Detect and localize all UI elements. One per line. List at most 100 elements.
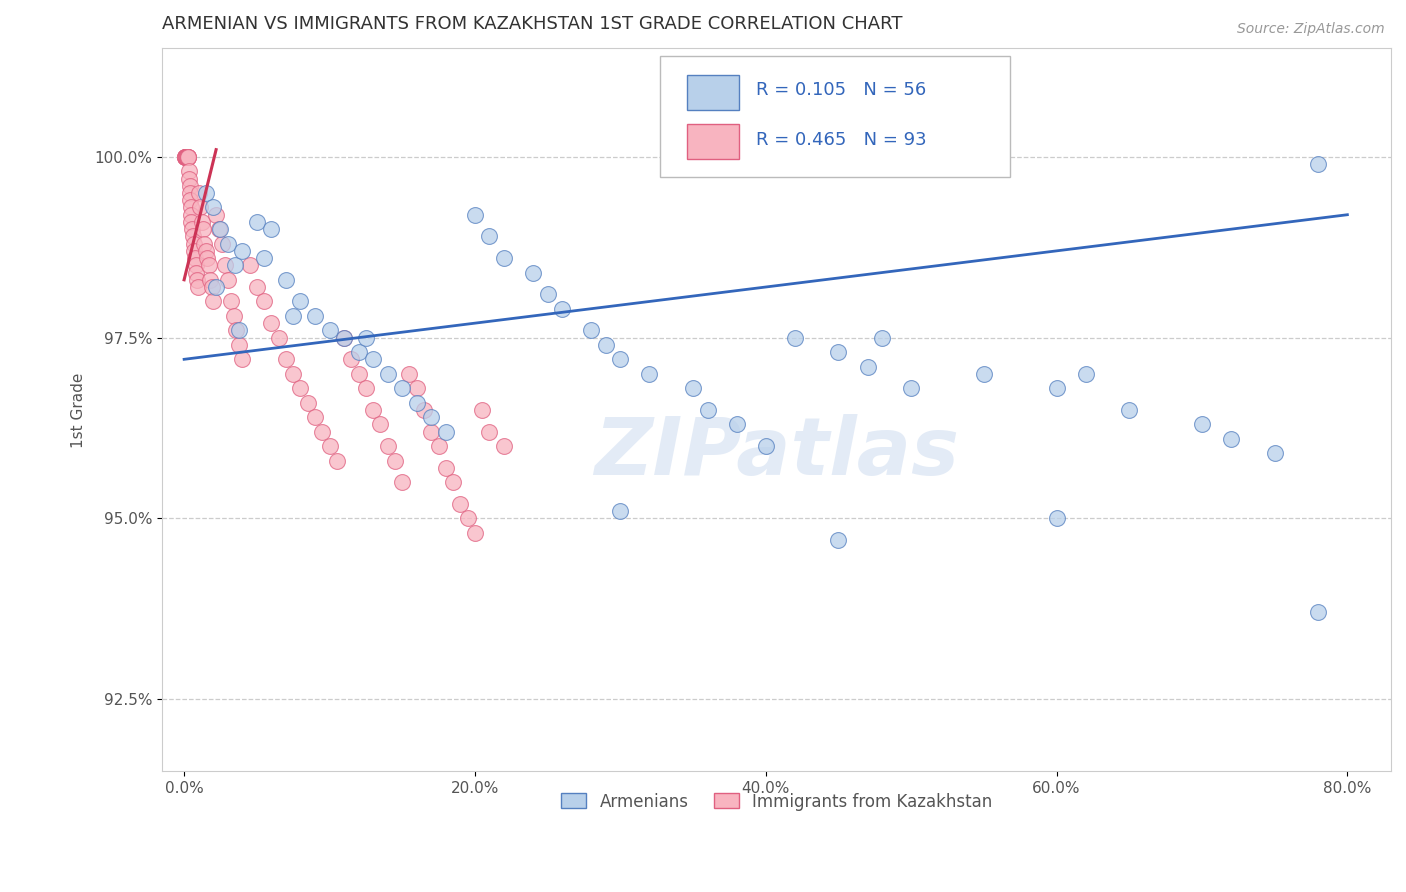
Point bbox=[609, 504, 631, 518]
Point bbox=[464, 208, 486, 222]
Point bbox=[1308, 605, 1330, 619]
Point bbox=[260, 222, 283, 236]
Point bbox=[1045, 381, 1067, 395]
Point bbox=[179, 171, 201, 186]
Point bbox=[194, 186, 217, 200]
Point bbox=[190, 215, 212, 229]
Point bbox=[638, 367, 661, 381]
Point bbox=[217, 273, 239, 287]
Legend: Armenians, Immigrants from Kazakhstan: Armenians, Immigrants from Kazakhstan bbox=[554, 786, 998, 817]
Point bbox=[384, 453, 406, 467]
Point bbox=[180, 201, 202, 215]
Point bbox=[274, 273, 297, 287]
Point bbox=[326, 453, 349, 467]
Point bbox=[177, 164, 200, 178]
Point bbox=[551, 301, 574, 316]
Point bbox=[427, 439, 450, 453]
Point bbox=[304, 410, 326, 425]
Point bbox=[217, 236, 239, 251]
Point bbox=[696, 403, 718, 417]
Point bbox=[222, 309, 245, 323]
Point bbox=[581, 323, 603, 337]
Point bbox=[205, 280, 228, 294]
Point bbox=[1264, 446, 1286, 460]
Point bbox=[174, 150, 197, 164]
Text: ARMENIAN VS IMMIGRANTS FROM KAZAKHSTAN 1ST GRADE CORRELATION CHART: ARMENIAN VS IMMIGRANTS FROM KAZAKHSTAN 1… bbox=[162, 15, 903, 33]
Point bbox=[231, 352, 253, 367]
Point bbox=[283, 367, 305, 381]
Point bbox=[1045, 511, 1067, 525]
Point bbox=[186, 266, 208, 280]
Point bbox=[202, 294, 225, 309]
Point bbox=[333, 330, 356, 344]
Point bbox=[290, 381, 312, 395]
Text: ZIPatlas: ZIPatlas bbox=[595, 414, 959, 492]
Point bbox=[177, 150, 200, 164]
Point bbox=[420, 425, 443, 439]
Point bbox=[174, 150, 197, 164]
Y-axis label: 1st Grade: 1st Grade bbox=[72, 372, 86, 448]
Point bbox=[183, 236, 205, 251]
Point bbox=[174, 150, 197, 164]
Point bbox=[361, 403, 384, 417]
Point bbox=[176, 150, 198, 164]
Point bbox=[492, 251, 515, 265]
Point bbox=[377, 367, 399, 381]
Point bbox=[214, 258, 236, 272]
Point bbox=[434, 460, 457, 475]
Point bbox=[187, 186, 209, 200]
Point bbox=[856, 359, 879, 374]
Point bbox=[191, 222, 214, 236]
Point bbox=[377, 439, 399, 453]
Point bbox=[260, 316, 283, 330]
Point bbox=[595, 338, 617, 352]
Point bbox=[253, 251, 276, 265]
Point bbox=[201, 280, 224, 294]
Point bbox=[311, 425, 333, 439]
Point bbox=[1118, 403, 1140, 417]
FancyBboxPatch shape bbox=[688, 125, 738, 159]
Point bbox=[177, 150, 200, 164]
Point bbox=[354, 381, 377, 395]
Point bbox=[186, 273, 208, 287]
Point bbox=[441, 475, 464, 490]
Point bbox=[413, 403, 436, 417]
Point bbox=[173, 150, 195, 164]
Point bbox=[198, 258, 221, 272]
FancyBboxPatch shape bbox=[688, 75, 738, 110]
Point bbox=[755, 439, 778, 453]
Point bbox=[179, 194, 201, 208]
Point bbox=[973, 367, 995, 381]
Point bbox=[1308, 157, 1330, 171]
Point bbox=[205, 208, 228, 222]
Point bbox=[449, 497, 471, 511]
Point bbox=[180, 208, 202, 222]
Text: R = 0.105   N = 56: R = 0.105 N = 56 bbox=[756, 81, 927, 100]
Point bbox=[174, 150, 197, 164]
Point bbox=[297, 395, 319, 409]
Point bbox=[200, 273, 222, 287]
Point bbox=[225, 323, 247, 337]
Point bbox=[188, 201, 211, 215]
Point bbox=[176, 150, 198, 164]
Point bbox=[1074, 367, 1097, 381]
Point bbox=[464, 525, 486, 540]
Point bbox=[420, 410, 443, 425]
Point bbox=[176, 150, 198, 164]
Text: Source: ZipAtlas.com: Source: ZipAtlas.com bbox=[1237, 22, 1385, 37]
Point bbox=[361, 352, 384, 367]
Point bbox=[174, 150, 197, 164]
Point bbox=[1220, 432, 1243, 446]
Point bbox=[522, 266, 544, 280]
Point bbox=[177, 150, 200, 164]
Point bbox=[870, 330, 893, 344]
Point bbox=[174, 150, 197, 164]
Point bbox=[224, 258, 246, 272]
Point bbox=[347, 345, 370, 359]
Point bbox=[478, 229, 501, 244]
Text: R = 0.465   N = 93: R = 0.465 N = 93 bbox=[756, 131, 927, 149]
Point bbox=[174, 150, 197, 164]
Point bbox=[283, 309, 305, 323]
Point bbox=[246, 280, 269, 294]
Point bbox=[183, 244, 205, 258]
